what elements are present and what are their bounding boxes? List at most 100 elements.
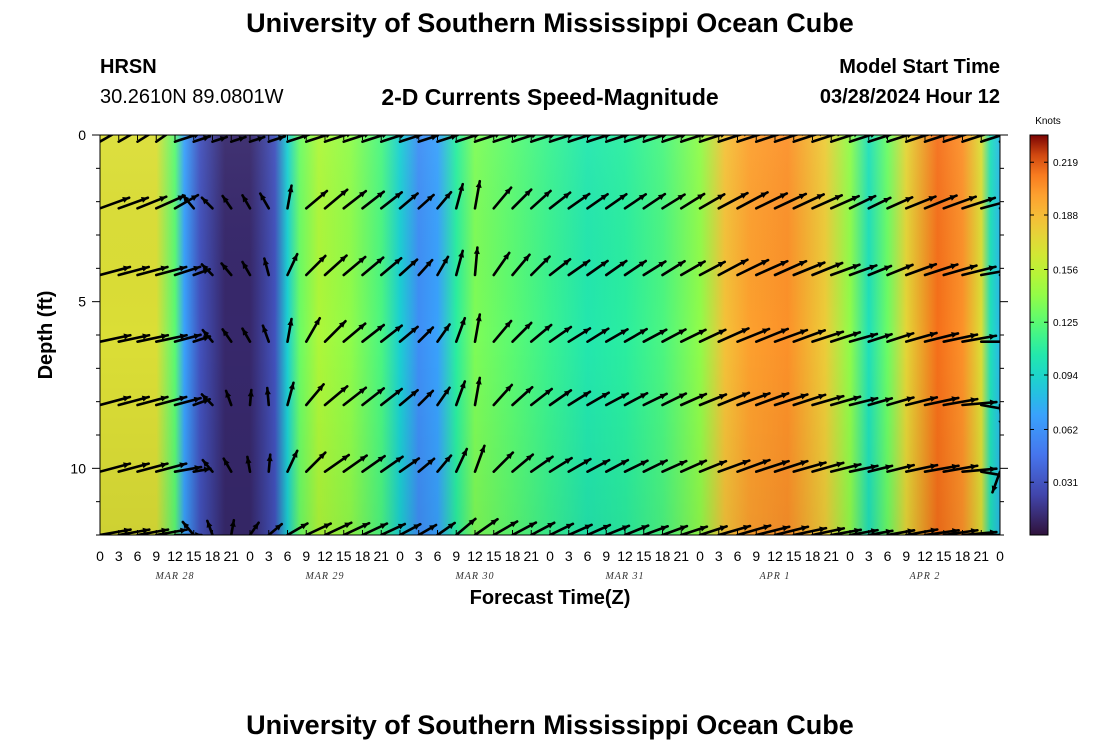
x-tick-label: 15 <box>336 548 352 564</box>
current-vector <box>642 328 668 343</box>
current-vector <box>886 263 914 277</box>
current-vector <box>698 193 726 210</box>
current-vector <box>886 135 913 143</box>
y-axis: 0 5 10 <box>70 127 1008 536</box>
current-vector <box>773 328 809 343</box>
current-vector <box>792 526 828 535</box>
current-vector <box>286 449 299 473</box>
current-vector <box>567 259 591 277</box>
current-vector <box>492 520 519 535</box>
current-vector <box>417 193 435 210</box>
x-tick-label: 6 <box>284 548 292 564</box>
current-vector <box>342 454 368 473</box>
current-vector <box>361 387 386 407</box>
current-vector <box>417 258 434 277</box>
current-vector <box>136 333 170 343</box>
current-vector <box>154 527 189 535</box>
current-vector <box>492 383 514 407</box>
x-tick-label: 6 <box>134 548 142 564</box>
current-vector <box>717 258 749 277</box>
current-vector <box>698 525 728 535</box>
current-vector <box>200 196 214 210</box>
current-vector <box>398 258 419 277</box>
current-vector <box>361 323 386 343</box>
current-vector <box>736 458 771 473</box>
current-vector <box>473 376 482 407</box>
x-tick-label: 0 <box>396 548 404 564</box>
current-vector <box>201 328 214 343</box>
x-tick-label: 15 <box>186 548 202 564</box>
current-vector <box>961 399 998 407</box>
current-vector <box>942 528 979 535</box>
current-vector <box>698 459 728 473</box>
current-vector <box>173 531 203 535</box>
current-vector <box>848 135 875 143</box>
x-axis: 0 3 6 9 12 15 18 21 0 3 6 9 12 15 18 21 0 3 6 9 12 15 18 21 0 3 6 9… <box>96 135 1004 582</box>
current-vector <box>511 253 531 277</box>
current-vector <box>979 470 1000 477</box>
current-vector <box>342 135 369 143</box>
current-vector <box>286 381 295 407</box>
current-vector <box>829 527 863 535</box>
current-vector <box>642 260 667 277</box>
x-tick-label: 3 <box>715 548 723 564</box>
current-vector <box>247 388 254 407</box>
current-vector <box>661 524 689 535</box>
current-vector <box>736 524 772 535</box>
current-vector <box>811 394 845 407</box>
current-vector <box>323 319 347 343</box>
current-vector <box>342 386 368 407</box>
current-vector <box>642 192 667 210</box>
current-vector <box>979 270 1000 277</box>
current-vector <box>221 194 233 210</box>
current-vector <box>258 192 271 210</box>
model-start-value: 03/28/2024 Hour 12 <box>819 86 1000 108</box>
current-vector <box>436 190 453 210</box>
x-tick-label: 21 <box>973 548 989 564</box>
current-vector <box>661 392 688 407</box>
current-vector <box>529 521 556 535</box>
current-vector <box>792 193 825 210</box>
current-vector <box>100 527 132 535</box>
current-vector <box>698 393 728 407</box>
current-vector <box>811 461 845 473</box>
colorbar-tick-label: 0.094 <box>1053 371 1078 382</box>
current-vector <box>154 462 188 473</box>
current-vector <box>961 333 998 343</box>
current-vector <box>567 327 592 343</box>
current-vector <box>417 135 440 143</box>
current-vector <box>473 517 499 535</box>
current-vector <box>379 256 403 277</box>
current-vector <box>867 196 892 210</box>
current-vector <box>379 522 407 535</box>
current-vector <box>323 453 351 473</box>
x-tick-label: 12 <box>167 548 183 564</box>
x-tick-label: 0 <box>546 548 554 564</box>
current-vector <box>361 135 388 143</box>
current-vector <box>623 259 648 277</box>
x-tick-label: 3 <box>265 548 273 564</box>
current-vector <box>529 189 552 210</box>
current-vector <box>100 395 132 407</box>
current-vector <box>991 470 1000 494</box>
x-tick-label: 15 <box>486 548 502 564</box>
current-vector <box>829 135 858 143</box>
current-vector <box>286 522 309 535</box>
current-vector <box>773 459 809 473</box>
current-vector <box>100 265 132 277</box>
current-vector <box>548 258 572 277</box>
current-vector <box>604 328 629 343</box>
colorbar-tick-label: 0.062 <box>1053 425 1078 436</box>
x-tick-label: 15 <box>786 548 802 564</box>
current-vector <box>511 188 533 210</box>
current-vector <box>117 265 150 277</box>
current-vector <box>679 192 706 210</box>
current-vector <box>886 332 915 343</box>
current-vector <box>773 259 808 277</box>
current-vector <box>286 252 299 277</box>
current-vector <box>586 523 612 535</box>
current-vector <box>511 321 533 343</box>
current-vector <box>136 462 169 473</box>
current-vector <box>923 332 960 343</box>
current-vector <box>323 135 351 143</box>
